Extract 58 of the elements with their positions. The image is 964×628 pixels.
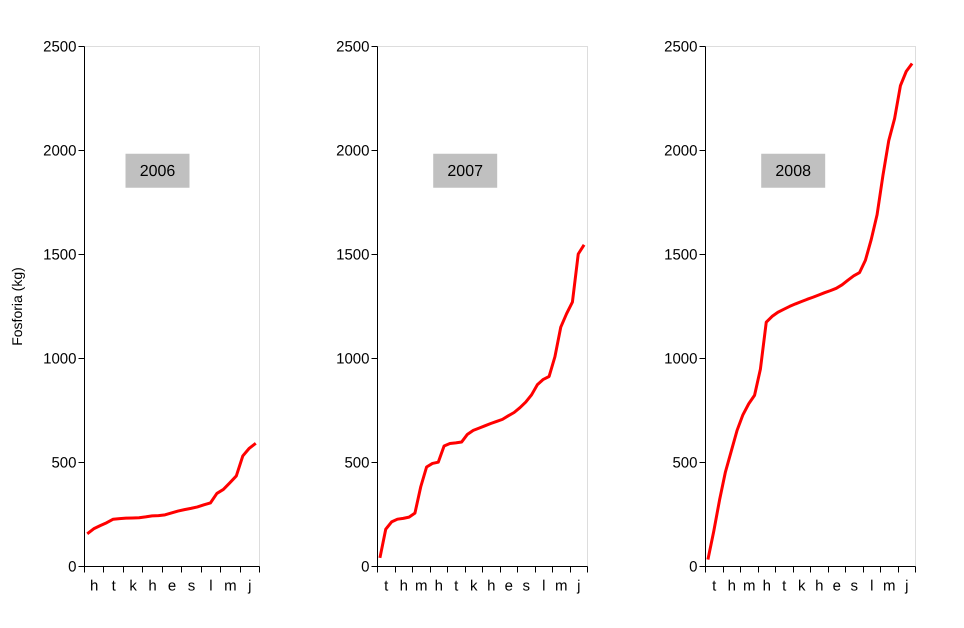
y-tick-label: 2500 [664, 38, 698, 56]
x-tick-label: k [129, 578, 138, 594]
y-tick-label: 1500 [664, 246, 698, 264]
y-tick-label: 2500 [43, 38, 76, 56]
y-tick-label: 1000 [336, 350, 370, 368]
x-tick-label: t [454, 578, 460, 594]
y-tick-label: 2000 [43, 142, 76, 160]
x-tick-label: h [487, 578, 496, 594]
x-tick-label: h [815, 578, 824, 594]
x-tick-label: j [576, 578, 580, 594]
y-tick-label: 2000 [664, 142, 698, 160]
x-tick-label: l [870, 578, 874, 594]
annotation: 2006 [140, 162, 176, 180]
x-tick-label: m [415, 578, 428, 594]
x-tick-label: e [504, 578, 513, 594]
y-tick-label: 2000 [336, 142, 370, 160]
y-tick-label: 1000 [664, 350, 698, 368]
annotation: 2007 [447, 162, 484, 180]
x-tick-label: l [209, 578, 213, 594]
x-tick-label: m [224, 578, 237, 594]
x-tick-label: j [247, 578, 252, 594]
y-tick-label: 1500 [336, 246, 370, 264]
y-tick-label: 500 [672, 454, 698, 472]
line-series [378, 243, 586, 560]
x-tick-label: s [522, 578, 530, 594]
x-tick-label: t [782, 578, 788, 594]
x-tick-label: s [850, 578, 858, 594]
x-tick-label: m [743, 578, 756, 594]
y-tick-label: 0 [689, 558, 698, 576]
y-tick-label: 0 [361, 558, 370, 576]
annotation: 2008 [775, 162, 812, 180]
y-tick-label: 1500 [43, 246, 76, 264]
x-tick-label: s [188, 578, 196, 594]
x-tick-label: h [90, 578, 98, 594]
x-tick-label: j [904, 578, 908, 594]
y-tick-label: 1000 [43, 350, 76, 368]
x-tick-label: h [728, 578, 736, 594]
x-tick-label: h [400, 578, 408, 594]
x-tick-label: e [832, 578, 841, 594]
x-tick-label: m [555, 578, 568, 594]
x-tick-label: e [168, 578, 176, 594]
x-tick-label: t [384, 578, 390, 594]
x-tick-label: m [883, 578, 896, 594]
y-axis-title: Fosforia (kg) [9, 267, 26, 346]
line-series [706, 62, 914, 562]
x-tick-label: h [434, 578, 443, 594]
y-tick-label: 500 [344, 454, 370, 472]
x-tick-label: t [112, 578, 117, 594]
x-tick-label: h [148, 578, 157, 594]
x-tick-label: t [712, 578, 718, 594]
x-tick-label: k [470, 578, 478, 594]
x-tick-label: k [798, 578, 806, 594]
y-tick-label: 500 [51, 454, 76, 472]
x-tick-label: l [542, 578, 546, 594]
y-tick-label: 0 [68, 558, 76, 576]
x-tick-label: h [762, 578, 771, 594]
line-series [86, 442, 258, 536]
y-tick-label: 2500 [336, 38, 370, 56]
